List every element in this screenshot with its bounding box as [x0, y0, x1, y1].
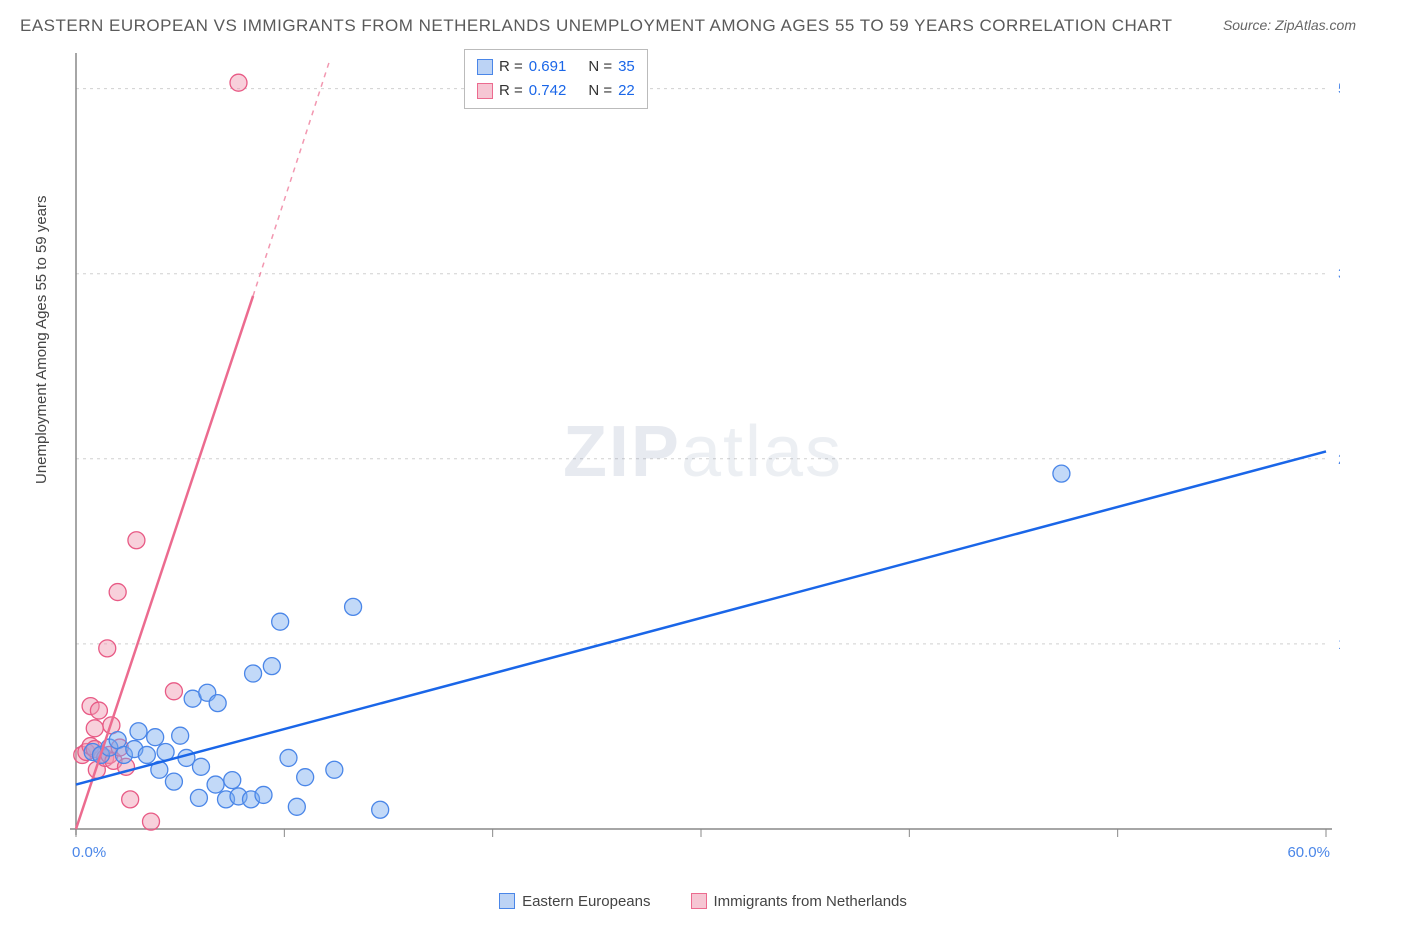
data-point — [86, 720, 103, 737]
stats-legend-row: R =0.691 N =35 — [477, 55, 635, 79]
chart-title: EASTERN EUROPEAN VS IMMIGRANTS FROM NETH… — [20, 12, 1223, 41]
legend-n-value: 35 — [618, 55, 635, 79]
data-point — [372, 801, 389, 818]
legend-swatch — [499, 893, 515, 909]
data-point — [128, 532, 145, 549]
data-point — [147, 729, 164, 746]
legend-n-label: N = — [588, 55, 612, 79]
x-tick-label: 0.0% — [72, 844, 106, 861]
source-label: Source: ZipAtlas.com — [1223, 17, 1386, 41]
data-point — [297, 769, 314, 786]
data-point — [245, 665, 262, 682]
data-point — [272, 613, 289, 630]
data-point — [1053, 465, 1070, 482]
legend-swatch — [691, 893, 707, 909]
series-legend-label: Immigrants from Netherlands — [714, 893, 907, 910]
series-legend-item: Immigrants from Netherlands — [691, 893, 907, 910]
data-point — [209, 695, 226, 712]
legend-r-value: 0.742 — [529, 79, 567, 103]
data-point — [172, 727, 189, 744]
data-point — [255, 786, 272, 803]
legend-r-label: R = — [499, 79, 523, 103]
y-tick-label: 12.5% — [1338, 636, 1340, 653]
data-point — [193, 758, 210, 775]
x-tick-label: 60.0% — [1287, 844, 1330, 861]
data-point — [190, 789, 207, 806]
legend-swatch — [477, 59, 493, 75]
series-legend: Eastern Europeans Immigrants from Netherl… — [20, 893, 1386, 910]
chart-container: 12.5% 25.0% 37.5% 50.0% 0.0% 60.0% Unemploymen… — [20, 49, 1386, 889]
trendline-blue — [76, 451, 1326, 784]
data-point — [99, 640, 116, 657]
trendline-pink-dashed — [253, 59, 330, 296]
data-point — [122, 791, 139, 808]
data-point — [138, 746, 155, 763]
data-point — [207, 776, 224, 793]
data-point — [165, 683, 182, 700]
data-point — [263, 658, 280, 675]
y-tick-label: 37.5% — [1338, 266, 1340, 283]
data-point — [230, 74, 247, 91]
y-axis-title: Unemployment Among Ages 55 to 59 years — [33, 195, 50, 484]
series-legend-item: Eastern Europeans — [499, 893, 650, 910]
stats-legend-row: R =0.742 N =22 — [477, 79, 635, 103]
legend-swatch — [477, 83, 493, 99]
data-point — [109, 583, 126, 600]
legend-r-label: R = — [499, 55, 523, 79]
stats-legend: R =0.691 N =35 R =0.742 N =22 — [464, 49, 648, 109]
scatter-chart: 12.5% 25.0% 37.5% 50.0% 0.0% 60.0% Unemploymen… — [20, 49, 1340, 889]
data-point — [326, 761, 343, 778]
y-tick-label: 25.0% — [1338, 451, 1340, 468]
data-point — [224, 772, 241, 789]
data-point — [345, 598, 362, 615]
legend-r-value: 0.691 — [529, 55, 567, 79]
legend-n-label: N = — [588, 79, 612, 103]
data-point — [143, 813, 160, 830]
data-point — [130, 723, 147, 740]
data-point — [280, 749, 297, 766]
data-point — [288, 798, 305, 815]
series-legend-label: Eastern Europeans — [522, 893, 650, 910]
data-point — [90, 702, 107, 719]
data-point — [165, 773, 182, 790]
legend-n-value: 22 — [618, 79, 635, 103]
y-tick-label: 50.0% — [1338, 81, 1340, 98]
